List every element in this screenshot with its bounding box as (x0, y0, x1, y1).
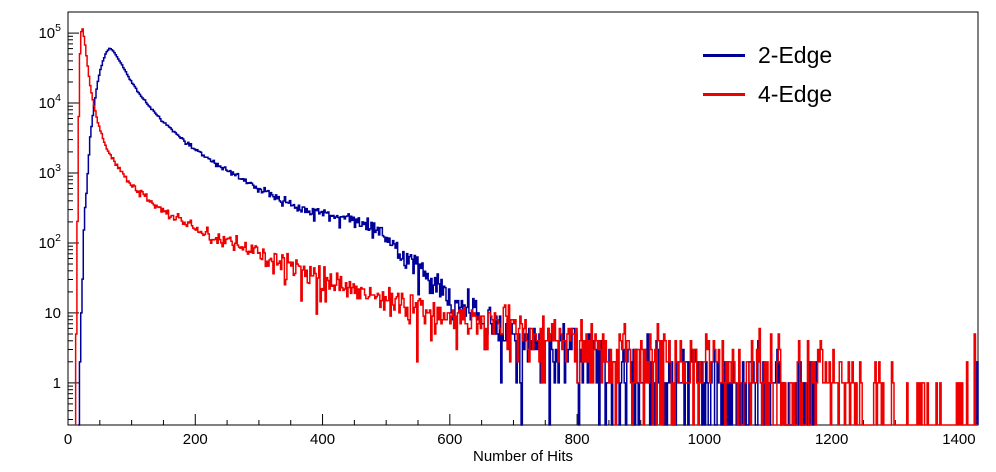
svg-text:102: 102 (38, 232, 61, 252)
legend-line-swatch-4edge (703, 93, 745, 96)
svg-text:1: 1 (53, 375, 61, 392)
x-axis-title: Number of Hits (472, 448, 574, 465)
legend-label-4edge: 4-Edge (758, 81, 833, 107)
legend-entry-2edge: 2-Edge (703, 44, 832, 67)
svg-text:105: 105 (38, 22, 61, 42)
legend-line-swatch-2edge (703, 54, 745, 57)
svg-text:1200: 1200 (815, 431, 848, 448)
svg-text:10: 10 (44, 305, 61, 322)
svg-text:104: 104 (38, 92, 61, 112)
svg-text:0: 0 (64, 431, 72, 448)
svg-text:1000: 1000 (688, 431, 721, 448)
svg-text:200: 200 (183, 431, 208, 448)
svg-text:1400: 1400 (942, 431, 975, 448)
svg-text:400: 400 (310, 431, 335, 448)
svg-text:600: 600 (437, 431, 462, 448)
svg-text:800: 800 (565, 431, 590, 448)
legend-label-2edge: 2-Edge (758, 42, 833, 68)
legend: 2-Edge 4-Edge (703, 44, 832, 106)
svg-text:103: 103 (38, 162, 61, 182)
legend-entry-4edge: 4-Edge (703, 83, 832, 106)
